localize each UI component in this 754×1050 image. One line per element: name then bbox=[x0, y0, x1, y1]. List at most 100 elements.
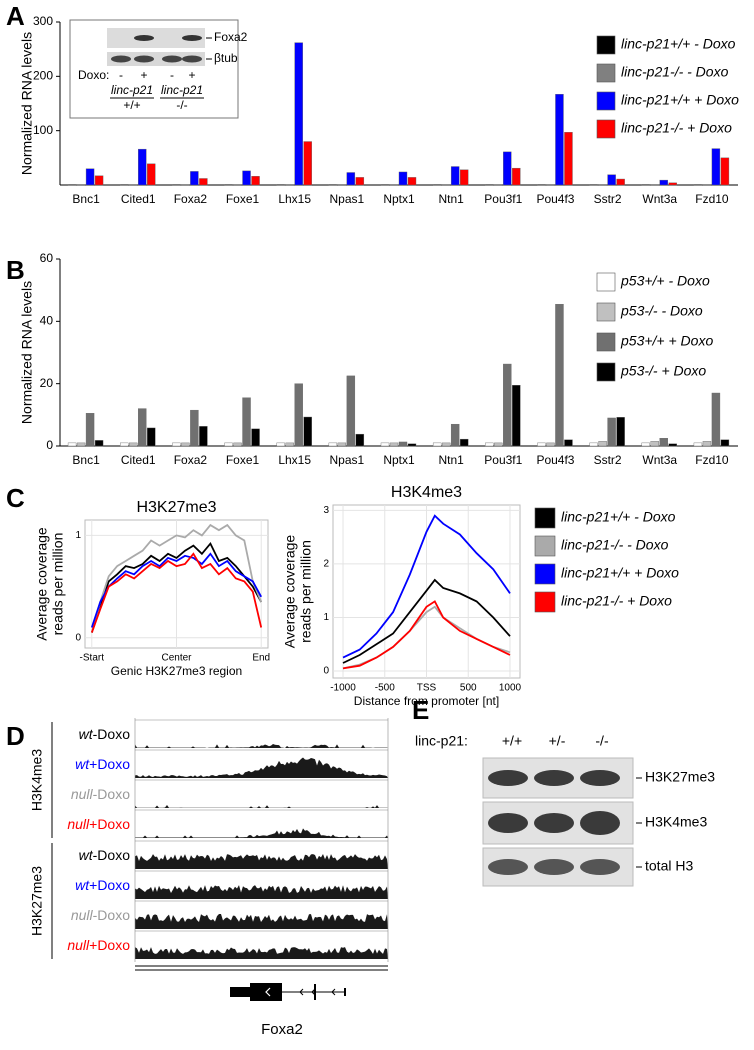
bar bbox=[294, 42, 303, 186]
bar bbox=[120, 442, 129, 447]
legend-label: linc-p21+/+ - Doxo bbox=[621, 36, 736, 52]
bar bbox=[233, 184, 242, 186]
bar bbox=[441, 442, 451, 447]
y-tick-label: 2 bbox=[323, 559, 329, 570]
group-genotype: -/- bbox=[176, 98, 187, 112]
legend-swatch bbox=[596, 362, 616, 382]
bar bbox=[129, 442, 138, 447]
group-label: H3K4me3 bbox=[29, 749, 45, 811]
bar bbox=[702, 441, 712, 447]
bar bbox=[659, 438, 668, 447]
bar bbox=[432, 184, 442, 186]
band bbox=[534, 859, 574, 875]
panel-letter: C bbox=[6, 483, 25, 513]
bar bbox=[276, 442, 285, 447]
treatment-label: Doxo: bbox=[78, 68, 109, 82]
bar bbox=[702, 184, 712, 186]
bar bbox=[555, 303, 564, 447]
legend-label: linc-p21-/- + Doxo bbox=[621, 120, 732, 136]
x-tick-label: End bbox=[252, 653, 270, 664]
track-label: null+Doxo bbox=[67, 937, 130, 953]
bar bbox=[328, 184, 338, 186]
y-tick-label: 200 bbox=[33, 69, 53, 83]
band bbox=[488, 770, 528, 786]
x-tick-label: Pou4f3 bbox=[536, 192, 574, 206]
treatment: -Doxo bbox=[93, 907, 131, 923]
band-label: total H3 bbox=[645, 858, 693, 874]
bar bbox=[668, 182, 677, 186]
lane-label: + bbox=[140, 68, 147, 82]
genotype: null bbox=[71, 786, 94, 802]
band-label: Foxa2 bbox=[214, 30, 248, 44]
coverage-track bbox=[135, 854, 388, 869]
panel-letter: D bbox=[6, 721, 25, 751]
coverage-track bbox=[135, 885, 388, 899]
chart-title: H3K4me3 bbox=[391, 484, 462, 501]
x-tick-label: Wnt3a bbox=[642, 192, 677, 206]
bar bbox=[512, 167, 521, 186]
bar bbox=[337, 442, 347, 447]
x-tick-label: Center bbox=[161, 653, 192, 664]
legend-swatch bbox=[534, 591, 556, 613]
bar bbox=[251, 176, 260, 186]
bar bbox=[303, 416, 312, 447]
bar bbox=[407, 177, 417, 186]
treatment: +Doxo bbox=[89, 756, 130, 772]
legend-label: p53+/+ + Doxo bbox=[620, 333, 713, 349]
y-tick-label: 1 bbox=[323, 612, 329, 623]
group-name: linc-p21 bbox=[161, 83, 203, 97]
y-tick-label: 0 bbox=[75, 632, 81, 643]
bar bbox=[76, 442, 86, 447]
gene-label: Foxa2 bbox=[261, 1021, 303, 1038]
legend-label: p53+/+ - Doxo bbox=[620, 273, 710, 289]
band-label: βtub bbox=[214, 51, 238, 65]
x-tick-label: Fzd10 bbox=[695, 453, 729, 467]
bar bbox=[503, 363, 512, 447]
legend-label: linc-p21+/+ + Doxo bbox=[621, 92, 739, 108]
group-name: linc-p21 bbox=[111, 83, 153, 97]
bar bbox=[607, 174, 616, 186]
bar bbox=[720, 157, 730, 186]
bar bbox=[616, 178, 625, 186]
band bbox=[134, 35, 154, 41]
bar bbox=[67, 184, 77, 186]
band bbox=[134, 55, 154, 63]
band bbox=[182, 55, 202, 63]
x-tick-label: Fzd10 bbox=[695, 192, 729, 206]
x-tick-label: -Start bbox=[80, 653, 105, 664]
bar bbox=[181, 442, 190, 447]
coverage-track bbox=[135, 805, 388, 808]
bar bbox=[693, 442, 703, 447]
bar bbox=[494, 442, 503, 447]
x-tick-label: Pou3f1 bbox=[484, 453, 522, 467]
legend-swatch bbox=[596, 119, 616, 139]
bar bbox=[285, 442, 294, 447]
bar bbox=[94, 175, 104, 186]
y-tick-label: 100 bbox=[33, 123, 53, 137]
bar bbox=[398, 171, 408, 186]
legend-label: p53-/- + Doxo bbox=[620, 363, 706, 379]
lane-label: +/- bbox=[549, 733, 566, 749]
track-label: null-Doxo bbox=[71, 786, 130, 802]
line bbox=[90, 552, 262, 628]
bar bbox=[598, 441, 607, 447]
lane-label: +/+ bbox=[502, 733, 522, 749]
y-tick-label: 60 bbox=[40, 251, 54, 265]
legend-label: p53-/- - Doxo bbox=[620, 303, 703, 319]
y-tick-label: 1 bbox=[75, 530, 81, 541]
group-label: H3K27me3 bbox=[29, 866, 45, 936]
bar bbox=[537, 442, 546, 447]
x-tick-label: Foxa2 bbox=[174, 192, 208, 206]
x-axis-label: Genic H3K27me3 region bbox=[111, 664, 242, 678]
x-tick-label: Foxe1 bbox=[226, 453, 260, 467]
y-axis-label: reads per million bbox=[50, 533, 66, 636]
band bbox=[580, 811, 620, 835]
genotype: null bbox=[67, 816, 90, 832]
gene-utr bbox=[230, 987, 250, 997]
bar bbox=[546, 184, 555, 186]
bar bbox=[181, 184, 190, 186]
x-tick-label: Pou3f1 bbox=[484, 192, 522, 206]
bar bbox=[407, 443, 417, 447]
x-tick-label: Nptx1 bbox=[383, 192, 415, 206]
